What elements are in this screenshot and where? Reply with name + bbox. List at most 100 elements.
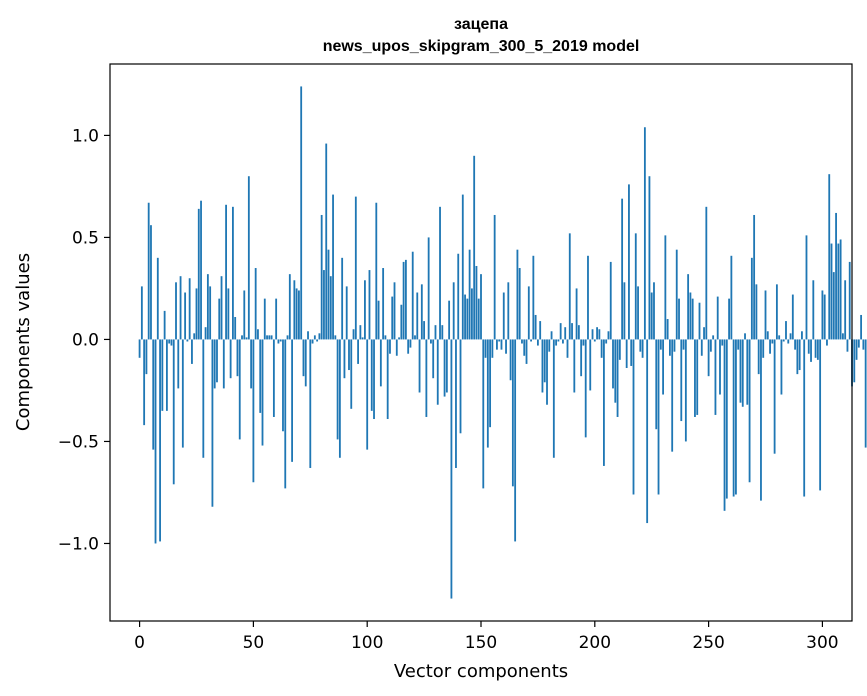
- bar: [775, 284, 778, 340]
- bar: [498, 339, 501, 342]
- bar: [138, 339, 141, 358]
- bar: [441, 325, 444, 340]
- bar: [386, 339, 389, 420]
- bar: [616, 339, 619, 417]
- bar: [705, 206, 708, 340]
- bar: [830, 243, 833, 340]
- bar: [491, 339, 494, 358]
- bar: [184, 292, 187, 340]
- bar: [332, 194, 334, 340]
- bar: [477, 298, 480, 340]
- bar: [564, 327, 567, 340]
- bar: [361, 337, 364, 340]
- bar: [434, 325, 437, 340]
- bar: [653, 282, 655, 340]
- bar: [853, 339, 856, 383]
- bar: [464, 294, 466, 340]
- bar: [623, 282, 626, 340]
- bar: [163, 310, 166, 340]
- bar: [259, 339, 262, 413]
- bar: [489, 339, 492, 428]
- bar: [382, 268, 385, 340]
- y-tick-label: −1.0: [58, 534, 99, 554]
- bar: [316, 339, 319, 342]
- bar: [762, 339, 765, 358]
- bar: [787, 339, 790, 344]
- bar: [807, 339, 810, 354]
- bar: [432, 339, 435, 379]
- bar: [430, 339, 432, 344]
- bar: [580, 339, 583, 377]
- bar: [675, 249, 678, 340]
- bar: [523, 339, 526, 356]
- bar: [398, 337, 400, 340]
- bar: [200, 200, 202, 340]
- bar: [568, 233, 571, 340]
- bar: [780, 339, 783, 395]
- y-axis-label: Components values: [13, 253, 34, 431]
- bar: [739, 339, 742, 403]
- bar: [721, 339, 724, 346]
- bar: [261, 339, 264, 446]
- bar: [812, 280, 815, 340]
- bar: [587, 255, 589, 340]
- bar: [389, 339, 391, 354]
- bar: [473, 155, 476, 340]
- bar: [828, 174, 831, 340]
- bar: [532, 255, 535, 340]
- bar: [771, 339, 774, 344]
- bar: [816, 339, 819, 360]
- bar: [154, 339, 157, 544]
- bar: [391, 296, 394, 340]
- y-tick-label: 1.0: [72, 126, 99, 146]
- bar: [452, 282, 455, 340]
- bar: [448, 300, 451, 340]
- bar: [272, 339, 275, 417]
- bar: [277, 339, 280, 344]
- bar: [436, 339, 439, 405]
- y-tick-label: 0.5: [72, 228, 99, 248]
- bar: [539, 321, 542, 340]
- bar: [566, 339, 569, 358]
- bar: [279, 339, 282, 342]
- bar: [507, 282, 510, 340]
- bar: [546, 339, 548, 405]
- bar: [373, 339, 375, 420]
- bar: [284, 339, 287, 489]
- bar: [275, 298, 278, 340]
- bar: [202, 339, 205, 458]
- bar: [407, 339, 410, 354]
- bar: [418, 339, 421, 393]
- bar: [384, 335, 387, 340]
- bar: [557, 339, 560, 342]
- bar: [375, 202, 378, 340]
- bar: [691, 298, 694, 340]
- bar: [304, 339, 307, 387]
- bar: [450, 339, 453, 599]
- bar: [232, 206, 234, 340]
- bar: [737, 339, 740, 350]
- bar: [575, 288, 578, 340]
- bar: [206, 274, 209, 340]
- bar: [282, 339, 284, 432]
- bar: [671, 339, 674, 452]
- bar: [268, 335, 271, 340]
- bar: [521, 339, 523, 344]
- bar: [311, 339, 314, 344]
- bar: [552, 339, 555, 458]
- bar: [612, 339, 614, 389]
- bar: [662, 339, 664, 395]
- bar: [841, 333, 844, 340]
- bar: [673, 339, 676, 352]
- bar: [680, 339, 683, 422]
- bar: [659, 339, 662, 350]
- bar: [735, 339, 737, 495]
- bar: [798, 339, 801, 371]
- bar: [334, 335, 337, 340]
- bar: [252, 339, 255, 483]
- bar: [589, 339, 592, 391]
- bar: [191, 339, 193, 364]
- bar: [530, 339, 532, 342]
- bar: [641, 339, 644, 358]
- bar: [603, 339, 605, 466]
